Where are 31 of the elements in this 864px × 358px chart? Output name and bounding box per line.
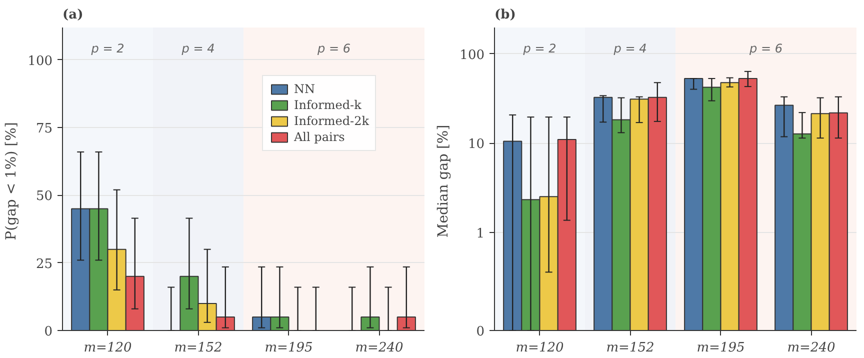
y-axis-title: P(gap < 1%) [%]	[4, 122, 20, 240]
x-tick-label: m=240	[355, 340, 404, 356]
band-label: p = 4	[612, 42, 647, 56]
y-tick-label: 100	[28, 54, 53, 69]
x-tick-label: m=152	[174, 340, 222, 356]
chart-title: (b)	[494, 8, 516, 22]
band-label: p = 4	[180, 42, 215, 56]
x-tick-label: m=195	[696, 340, 745, 356]
x-tick-label: m=120	[84, 340, 132, 356]
y-tick-label: 100	[460, 48, 485, 63]
band-label: p = 2	[90, 42, 124, 56]
y-axis-title: Median gap [%]	[436, 124, 452, 238]
x-tick-label: m=120	[516, 340, 564, 356]
band-label: p = 2	[522, 42, 556, 56]
y-tick-label: 1	[476, 226, 485, 242]
y-tick-label: 50	[36, 189, 53, 204]
band-label: p = 6	[316, 42, 351, 56]
y-tick-label: 0	[476, 324, 485, 340]
x-tick-label: m=240	[787, 340, 836, 356]
legend-label: NN	[294, 82, 315, 96]
x-tick-label: m=195	[264, 340, 313, 356]
y-tick-label: 0	[44, 324, 53, 340]
chart-title: (a)	[62, 8, 84, 22]
legend-label: Informed-k	[294, 98, 362, 112]
y-tick-label: 25	[36, 256, 53, 272]
legend-label: Informed-2k	[294, 114, 369, 128]
x-tick-label: m=152	[606, 340, 654, 356]
legend-label: All pairs	[294, 130, 345, 144]
y-tick-label: 10	[468, 137, 485, 152]
y-tick-label: 75	[36, 122, 53, 137]
band-label: p = 6	[748, 42, 783, 56]
